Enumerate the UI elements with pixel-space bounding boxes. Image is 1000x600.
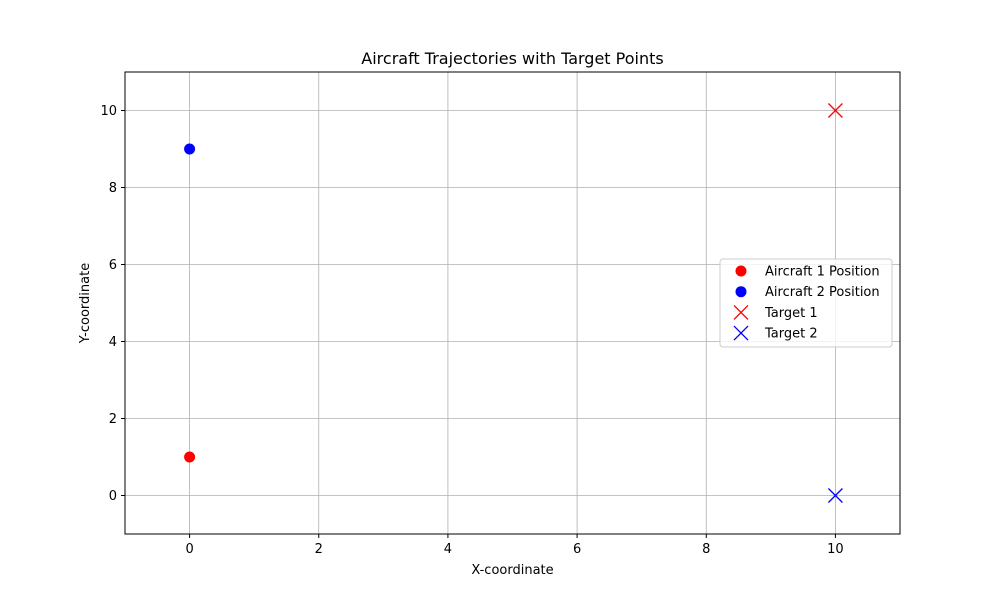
y-tick-label: 2 — [109, 412, 117, 427]
x-tick-label: 4 — [444, 542, 452, 557]
x-tick-label: 0 — [185, 542, 193, 557]
legend-label-4: Target 2 — [764, 327, 818, 342]
data-point-4 — [827, 488, 843, 503]
data-point-3 — [827, 103, 843, 118]
x-tick-label: 10 — [827, 542, 844, 557]
y-tick-label: 10 — [100, 104, 117, 119]
y-tick-label: 0 — [109, 489, 117, 504]
y-tick-label: 8 — [109, 181, 117, 196]
legend-marker-3 — [733, 304, 749, 320]
x-axis-label: X-coordinate — [471, 563, 553, 578]
x-tick-label: 2 — [315, 542, 323, 557]
plot-frame — [124, 71, 901, 535]
x-tick-label: 8 — [702, 542, 710, 557]
legend: Aircraft 1 Position Aircraft 2 Position Ta… — [719, 258, 893, 348]
legend-label-3: Target 1 — [764, 306, 818, 321]
y-tick-label: 6 — [109, 258, 117, 273]
chart-title: Aircraft Trajectories with Target Points — [361, 49, 663, 68]
tick-layer: 0 2 4 6 8 10 0 2 4 6 8 10 — [100, 104, 843, 557]
legend-box — [719, 258, 893, 348]
legend-label-1: Aircraft 1 Position — [765, 265, 880, 280]
y-tick-label: 4 — [109, 335, 117, 350]
x-tick-label: 6 — [573, 542, 581, 557]
legend-marker-2 — [735, 286, 747, 298]
points-layer — [184, 103, 843, 503]
legend-marker-1 — [735, 265, 747, 277]
data-point-1 — [184, 451, 196, 463]
legend-label-2: Aircraft 2 Position — [765, 285, 880, 300]
legend-marker-4 — [733, 325, 749, 341]
data-point-2 — [184, 143, 196, 155]
y-axis-label: Y-coordinate — [78, 263, 93, 344]
